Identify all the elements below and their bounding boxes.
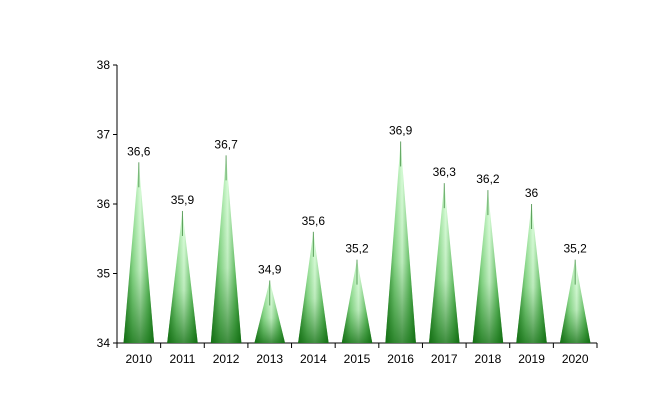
- bar-cone-shade: [472, 190, 504, 343]
- y-tick-label: 36: [97, 197, 111, 211]
- x-tick-label: 2018: [475, 352, 502, 366]
- bar-2010: [123, 162, 155, 343]
- data-label: 34,9: [258, 262, 282, 276]
- x-tick-label: 2020: [562, 352, 589, 366]
- data-label: 36,6: [127, 144, 151, 158]
- data-label: 36,7: [214, 137, 238, 151]
- x-tick-label: 2014: [300, 352, 327, 366]
- y-tick-label: 35: [97, 267, 111, 281]
- data-label: 35,2: [564, 242, 588, 256]
- bar-cone-shade: [298, 231, 329, 343]
- bar-2018: [472, 190, 504, 343]
- x-tick-label: 2012: [213, 352, 240, 366]
- data-label: 35,6: [302, 214, 326, 228]
- bar-cone-shade: [385, 141, 416, 343]
- data-label: 36,3: [433, 165, 457, 179]
- x-tick-label: 2010: [125, 352, 152, 366]
- data-labels: 36,6 35,9 36,7 34,9 35,6 35,2 36,9 36,3 36,2 36 35…: [127, 123, 587, 276]
- bar-2013: [254, 280, 285, 343]
- bar-cone-shade: [516, 204, 547, 343]
- y-axis: 34 35 36 37 38: [97, 58, 118, 350]
- bar-cone-shade: [429, 183, 460, 343]
- x-tick-label: 2015: [344, 352, 371, 366]
- bar-2011: [167, 210, 198, 343]
- bar-2015: [341, 259, 373, 343]
- bar-cone-shade: [123, 162, 155, 343]
- bar-cone-shade: [254, 280, 285, 343]
- y-tick-label: 37: [97, 128, 111, 142]
- y-tick-label: 34: [97, 336, 111, 350]
- bar-cone-shade: [210, 155, 242, 343]
- x-tick-label: 2011: [170, 352, 196, 366]
- data-label: 35,2: [345, 242, 369, 256]
- data-label: 36: [525, 186, 539, 200]
- x-tick-label: 2017: [431, 352, 458, 366]
- x-axis: 2010 2011 2012 2013 2014 2015 2016 2017 2018 2019…: [116, 342, 598, 366]
- bars: [123, 141, 591, 343]
- data-label: 36,9: [389, 123, 413, 137]
- data-label: 36,2: [476, 172, 500, 186]
- data-label: 35,9: [171, 193, 195, 207]
- x-tick-label: 2019: [518, 352, 545, 366]
- x-tick-label: 2013: [256, 352, 283, 366]
- bar-2012: [210, 155, 242, 343]
- bar-cone-shade: [341, 259, 373, 343]
- bar-cone-shade: [167, 210, 198, 343]
- x-tick-label: 2016: [387, 352, 414, 366]
- bar-2014: [298, 231, 329, 343]
- bar-2017: [429, 183, 460, 343]
- bar-2020: [559, 259, 591, 343]
- bar-cone-shade: [559, 259, 591, 343]
- y-tick-label: 38: [97, 58, 111, 72]
- bar-2019: [516, 204, 547, 343]
- bar-2016: [385, 141, 416, 343]
